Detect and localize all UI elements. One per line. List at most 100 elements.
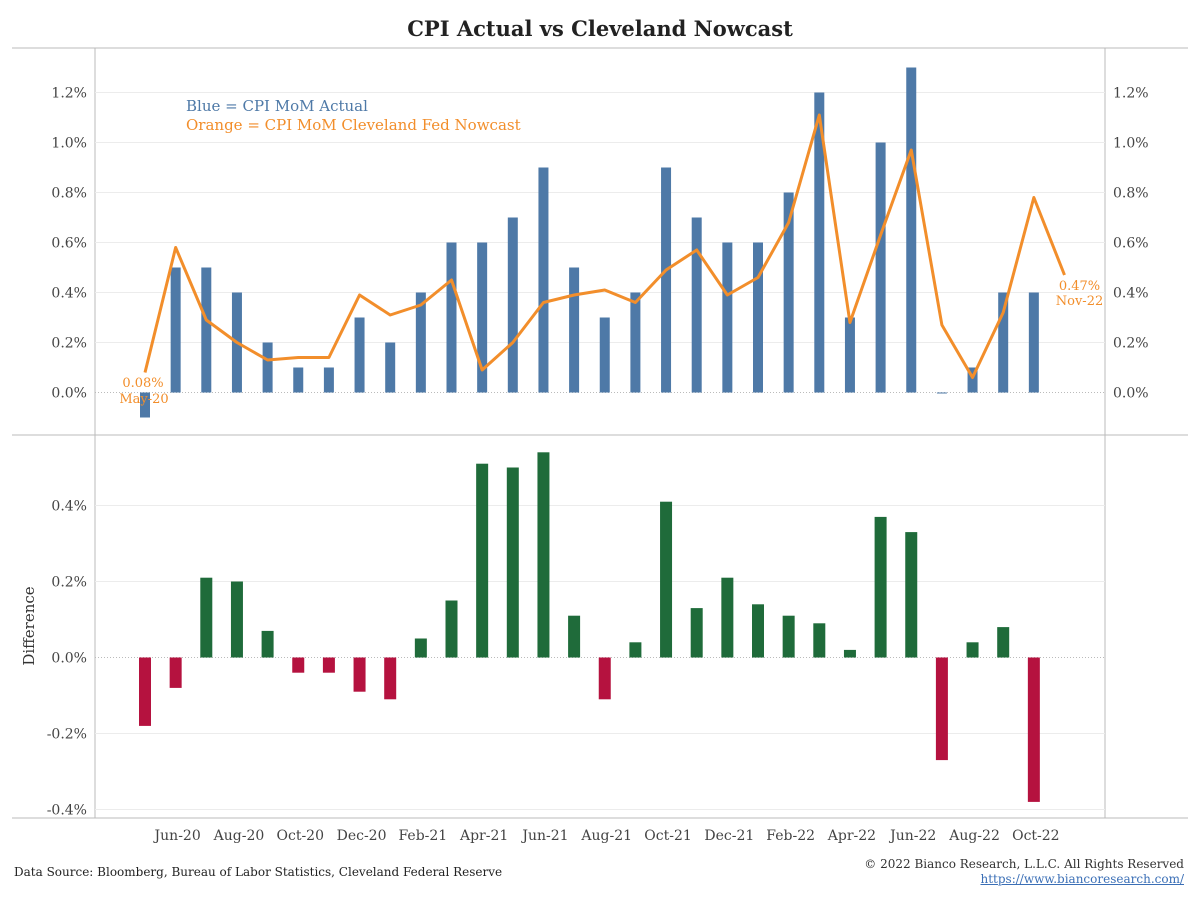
- y-tick-label-left: 0.6%: [51, 236, 87, 252]
- difference-bar-Dec-21: [721, 577, 734, 658]
- actual-bar-Jul-22: [936, 392, 947, 394]
- x-tick-label: Jun-20: [153, 828, 201, 844]
- actual-bar-Jul-21: [569, 267, 580, 393]
- y-tick-label-left: 0.0%: [51, 651, 87, 667]
- difference-bar-Apr-21: [476, 463, 489, 658]
- actual-bar-Aug-21: [599, 317, 610, 393]
- y-tick-label-left: 1.2%: [51, 86, 87, 102]
- y-tick-label-right: 0.8%: [1113, 186, 1149, 202]
- difference-bar-Sep-21: [629, 642, 642, 658]
- difference-bar-Jun-21: [537, 452, 550, 658]
- actual-bar-Sep-20: [262, 342, 273, 393]
- difference-bar-Nov-21: [690, 608, 703, 658]
- x-tick-label: Oct-20: [277, 828, 325, 844]
- x-tick-label: Aug-21: [580, 828, 632, 844]
- actual-bar-Jun-21: [538, 167, 549, 393]
- x-tick-label: Feb-22: [766, 828, 815, 844]
- copyright-text: © 2022 Bianco Research, L.L.C. All Right…: [864, 857, 1184, 871]
- difference-bar-Jul-21: [568, 615, 581, 658]
- nowcast-line: [143, 113, 1066, 379]
- difference-bar-Nov-20: [322, 657, 335, 673]
- x-tick-label: Dec-21: [704, 828, 754, 844]
- difference-bar-Jul-20: [200, 577, 213, 658]
- actual-bar-Jan-22: [753, 242, 763, 393]
- actual-bar-Jan-21: [385, 342, 396, 393]
- x-tick-label: Apr-22: [827, 828, 876, 844]
- difference-bar-Oct-22: [1027, 657, 1040, 802]
- y-tick-label-left: 0.4%: [51, 499, 87, 515]
- actual-bar-Oct-22: [1028, 292, 1039, 393]
- y-tick-label-left: 0.4%: [51, 286, 87, 302]
- annotation-value: 0.47%: [1059, 279, 1100, 294]
- y-tick-label-right: 0.6%: [1113, 236, 1149, 252]
- y-tick-label-left: 0.8%: [51, 186, 87, 202]
- difference-bar-May-21: [506, 467, 519, 658]
- y-tick-label-left: 1.0%: [51, 136, 87, 152]
- actual-bar-Mar-22: [814, 92, 825, 393]
- difference-bar-Jun-22: [905, 532, 918, 658]
- actual-bar-Mar-21: [446, 242, 457, 393]
- actual-bar-Oct-20: [293, 367, 304, 393]
- actual-bar-May-20: [140, 392, 150, 418]
- actual-bar-Sep-22: [998, 292, 1009, 393]
- difference-bar-Dec-20: [353, 657, 366, 692]
- y-tick-label-left: -0.2%: [47, 727, 87, 743]
- difference-bar-Sep-22: [997, 627, 1010, 658]
- y-tick-label-left: 0.2%: [51, 575, 87, 591]
- x-tick-label: Apr-21: [459, 828, 508, 844]
- difference-bar-Feb-21: [414, 638, 427, 658]
- actual-bar-Nov-20: [323, 367, 334, 393]
- x-tick-label: Jun-21: [520, 828, 568, 844]
- x-tick-label: Oct-22: [1012, 828, 1060, 844]
- y-tick-label-right: 1.0%: [1113, 136, 1149, 152]
- difference-bar-Aug-22: [966, 642, 979, 658]
- y-tick-label-right: 1.2%: [1113, 86, 1149, 102]
- difference-bar-Apr-22: [843, 649, 856, 658]
- actual-bar-Oct-21: [661, 167, 672, 393]
- x-tick-label: Jun-22: [888, 828, 936, 844]
- difference-bar-Oct-21: [660, 501, 673, 658]
- actual-bar-Jul-20: [201, 267, 212, 393]
- difference-bar-May-22: [874, 516, 887, 658]
- x-tick-label: Aug-22: [948, 828, 1000, 844]
- difference-bar-Aug-21: [598, 657, 611, 700]
- y-tick-label-left: 0.2%: [51, 336, 87, 352]
- difference-bar-Mar-22: [813, 623, 826, 658]
- actual-bar-Apr-22: [844, 317, 855, 393]
- difference-bar-Mar-21: [445, 600, 458, 658]
- y-tick-label-right: 0.0%: [1113, 386, 1149, 402]
- difference-bar-Jul-22: [935, 657, 948, 761]
- actual-bar-Jun-22: [906, 67, 917, 393]
- x-tick-label: Feb-21: [398, 828, 447, 844]
- actual-bar-Dec-20: [354, 317, 365, 393]
- actual-bar-Dec-21: [722, 242, 733, 393]
- actual-bar-Feb-21: [415, 292, 426, 393]
- data-source-note: Data Source: Bloomberg, Bureau of Labor …: [14, 865, 503, 879]
- copyright-block: © 2022 Bianco Research, L.L.C. All Right…: [864, 857, 1184, 887]
- difference-bar-May-20: [139, 657, 151, 726]
- y-tick-label-left: 0.0%: [51, 386, 87, 402]
- difference-bar-Jun-20: [169, 657, 182, 688]
- difference-axis-label: Difference: [20, 586, 38, 665]
- actual-bar-Nov-21: [691, 217, 702, 393]
- actual-bar-Jun-20: [170, 267, 181, 393]
- actual-bar-Aug-22: [967, 367, 978, 393]
- x-tick-label: Oct-21: [644, 828, 692, 844]
- y-tick-label-right: 0.2%: [1113, 336, 1149, 352]
- difference-bar-Feb-22: [782, 615, 795, 658]
- actual-bar-May-22: [875, 142, 886, 393]
- annotation-value: 0.08%: [122, 376, 163, 391]
- y-tick-label-left: -0.4%: [47, 803, 87, 819]
- annotation-month: Nov-22: [1056, 294, 1103, 309]
- actual-bar-Apr-21: [477, 242, 488, 393]
- difference-bar-Sep-20: [261, 630, 274, 658]
- annotation-month: May-20: [119, 392, 168, 407]
- legend-entry: Orange = CPI MoM Cleveland Fed Nowcast: [186, 116, 521, 134]
- legend-entry: Blue = CPI MoM Actual: [186, 97, 368, 115]
- difference-bar-Oct-20: [292, 657, 305, 673]
- actual-bar-Feb-22: [783, 192, 794, 393]
- y-tick-label-right: 0.4%: [1113, 286, 1149, 302]
- difference-bar-Jan-21: [384, 657, 397, 700]
- website-link[interactable]: https://www.biancoresearch.com/: [980, 872, 1184, 886]
